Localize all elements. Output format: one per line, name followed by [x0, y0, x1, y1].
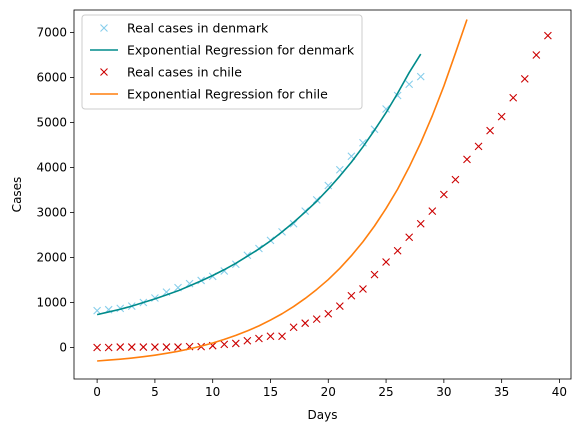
legend-item: Real cases in denmark [100, 21, 269, 36]
data-point [428, 207, 437, 216]
data-point [93, 306, 102, 315]
data-point [312, 315, 321, 324]
data-point [278, 332, 286, 341]
data-point [520, 74, 529, 83]
data-point [486, 126, 494, 135]
data-point [151, 343, 159, 351]
legend-box [81, 14, 363, 110]
y-axis-label: Cases [10, 177, 24, 213]
legend-item: Exponential Regression for denmark [90, 43, 355, 58]
data-point [116, 304, 125, 313]
data-point [463, 155, 471, 164]
data-point [139, 343, 148, 351]
legend: Real cases in denmark Exponential Regress… [81, 14, 363, 110]
data-point [497, 112, 506, 121]
x-tick-label: 35 [494, 385, 509, 399]
y-axis: 0 1000 2000 3000 4000 5000 6000 7000 [36, 26, 74, 355]
data-point [185, 279, 194, 288]
data-point [405, 80, 414, 89]
data-point [509, 93, 518, 102]
data-point [405, 233, 414, 242]
data-point [116, 343, 125, 351]
data-point [312, 196, 321, 204]
data-point [104, 343, 113, 352]
data-point [416, 219, 425, 228]
series-3-line [97, 19, 468, 362]
legend-marker-swatch [100, 68, 108, 76]
data-point [127, 343, 136, 351]
data-point [301, 319, 310, 328]
data-point [93, 343, 102, 352]
data-point [451, 175, 460, 184]
x-tick-label: 20 [321, 385, 336, 399]
data-point [474, 142, 483, 151]
legend-label: Exponential Regression for chile [127, 87, 328, 102]
x-tick-label: 0 [93, 385, 101, 399]
data-point [347, 291, 356, 300]
legend-item: Real cases in chile [100, 65, 242, 80]
data-point [335, 302, 344, 310]
data-point [382, 258, 390, 266]
data-point [289, 219, 298, 228]
data-point [359, 285, 367, 293]
data-point [416, 72, 425, 81]
data-point [382, 105, 390, 113]
y-tick-label: 2000 [36, 251, 67, 265]
data-point [174, 343, 182, 351]
x-tick-label: 15 [263, 385, 278, 399]
x-tick-label: 40 [552, 385, 567, 399]
data-point [370, 270, 379, 279]
data-point [324, 181, 333, 190]
x-tick-label: 10 [205, 385, 220, 399]
legend-label: Real cases in chile [127, 65, 242, 80]
y-tick-label: 5000 [36, 116, 67, 130]
legend-item: Exponential Regression for chile [90, 87, 328, 102]
data-point [289, 323, 298, 332]
plot-frame [73, 9, 572, 380]
y-tick-label: 4000 [36, 161, 67, 175]
legend-marker-swatch [100, 24, 108, 32]
data-point [220, 340, 229, 349]
data-point [243, 336, 252, 345]
data-point [162, 343, 171, 351]
x-axis: 0 5 10 15 20 25 30 35 40 [93, 379, 567, 399]
data-point [439, 190, 448, 199]
data-point [543, 31, 552, 40]
y-tick-label: 1000 [36, 296, 67, 310]
legend-label: Exponential Regression for denmark [127, 43, 355, 58]
x-tick-label: 30 [436, 385, 451, 399]
series-layer [93, 19, 552, 362]
y-tick-label: 3000 [36, 206, 67, 220]
data-point [532, 51, 541, 59]
data-point [393, 246, 402, 255]
y-tick-label: 6000 [36, 71, 67, 85]
data-point [266, 332, 275, 341]
series-2-points [93, 31, 552, 352]
y-tick-label: 7000 [36, 26, 67, 40]
y-tick-label: 0 [59, 341, 67, 355]
x-axis-label: Days [308, 408, 338, 422]
data-point [255, 334, 263, 343]
series-1-line [96, 53, 422, 316]
data-point [324, 309, 333, 318]
data-point [231, 339, 240, 348]
x-tick-label: 25 [378, 385, 393, 399]
data-point [359, 138, 367, 147]
legend-label: Real cases in denmark [127, 21, 269, 36]
x-tick-label: 5 [151, 385, 159, 399]
